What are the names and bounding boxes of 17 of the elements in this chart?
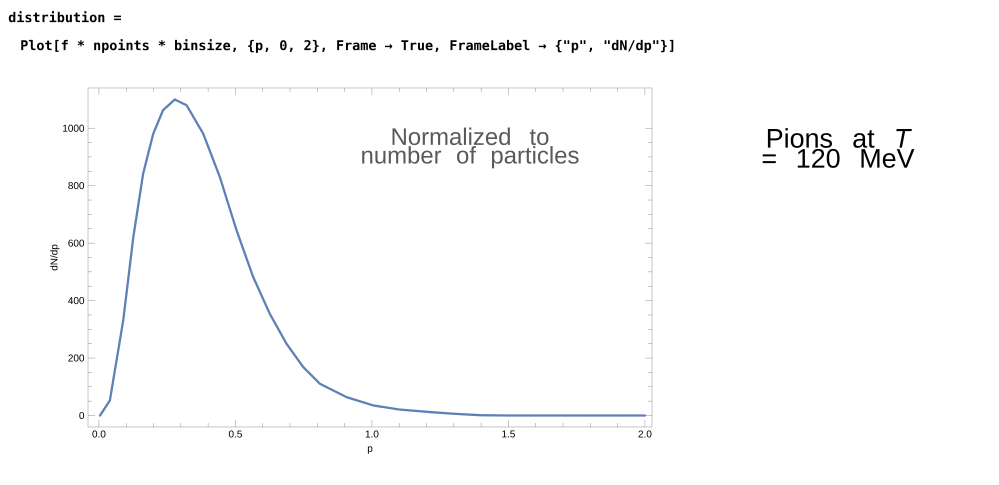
x-tick-label: 0.0 [92, 430, 106, 438]
text: distribution = [8, 11, 121, 22]
y-tick-label: 800 [68, 182, 84, 190]
annotation: Normalized to number of particles [362, 128, 579, 168]
x-tick-label: 1.5 [502, 430, 515, 438]
x-tick-label: 2.0 [638, 430, 652, 438]
y-tick-label: 400 [68, 297, 84, 304]
x-axis-title: p [368, 446, 372, 454]
text: Plot[f * npoints * binsize, {p, 0, 2}, Frame → True, FrameLabel → {"p", "dN/dp"}] [21, 39, 674, 53]
y-axis-title: dN/dp [50, 244, 60, 270]
x-tick-label: 1.0 [366, 430, 378, 438]
y-tick-label: 1000 [63, 124, 84, 132]
text: Pions at T = 120 MeV [762, 128, 914, 168]
y-tick-label: 200 [68, 354, 84, 362]
y-tick-label: 600 [68, 240, 84, 247]
x-tick-label: 0.5 [228, 430, 242, 438]
y-tick-label: 0 [79, 412, 84, 420]
